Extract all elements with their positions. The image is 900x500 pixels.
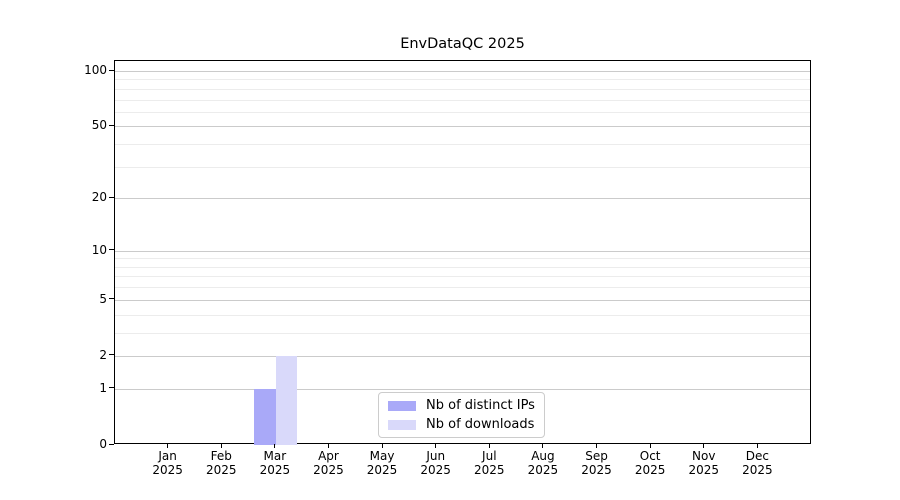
y-gridline-major [115, 299, 810, 301]
y-gridline-minor [115, 166, 810, 168]
x-tick-label: Feb 2025 [205, 449, 237, 477]
x-tick-label: Jan 2025 [152, 449, 183, 477]
x-tick-label: May 2025 [366, 449, 398, 477]
plot-area [114, 60, 811, 445]
y-tick-label: 50 [91, 118, 107, 133]
legend-swatch-distinct-ips [388, 400, 416, 411]
legend-entry-downloads: Nb of downloads [388, 416, 535, 433]
y-gridline-major [115, 71, 810, 72]
x-axis-tick [381, 444, 383, 448]
x-tick-label: Oct 2025 [634, 449, 666, 477]
x-axis-tick [596, 444, 598, 448]
x-axis-tick [167, 444, 169, 448]
y-gridline-minor [115, 276, 810, 278]
x-axis-tick [327, 444, 329, 448]
y-gridline-minor [115, 266, 810, 268]
legend-label-downloads: Nb of downloads [426, 416, 535, 432]
x-axis-tick [488, 444, 490, 448]
y-tick-label: 10 [91, 242, 107, 257]
x-axis-tick [435, 444, 437, 448]
x-axis-tick [274, 444, 276, 448]
y-gridline-major [115, 355, 810, 357]
legend-label-distinct-ips: Nb of distinct IPs [426, 397, 535, 413]
y-tick-label: 2 [99, 347, 107, 362]
legend: Nb of distinct IPs Nb of downloads [378, 392, 545, 438]
y-gridline-minor [115, 314, 810, 316]
y-tick-label: 20 [91, 190, 107, 205]
legend-entry-distinct-ips: Nb of distinct IPs [388, 397, 535, 414]
x-tick-label: Mar 2025 [259, 449, 291, 477]
y-gridline-major [115, 388, 810, 390]
y-tick-label: 100 [84, 63, 107, 77]
x-tick-label: Dec 2025 [742, 449, 773, 477]
y-axis-tick [109, 69, 114, 71]
x-tick-label: Nov 2025 [688, 449, 720, 477]
x-axis-tick [220, 444, 222, 448]
y-gridline-minor [115, 99, 810, 101]
y-gridline-major [115, 198, 810, 200]
y-gridline-minor [115, 287, 810, 289]
y-gridline-minor [115, 144, 810, 146]
y-gridline-major [115, 250, 810, 252]
y-axis-tick [109, 196, 114, 198]
y-gridline-minor [115, 79, 810, 81]
legend-swatch-downloads [388, 419, 416, 430]
y-gridline-minor [115, 332, 810, 334]
x-axis-tick [649, 444, 651, 448]
x-tick-label: Jun 2025 [420, 449, 451, 477]
chart-title: EnvDataQC 2025 [400, 36, 525, 52]
y-axis-tick [109, 249, 114, 251]
y-gridline-major [115, 126, 810, 128]
x-tick-label: Aug 2025 [527, 449, 559, 477]
x-tick-label: Sep 2025 [581, 449, 612, 477]
x-axis-tick [756, 444, 758, 448]
y-axis-tick [109, 298, 114, 300]
y-axis-tick [109, 387, 114, 389]
x-axis-tick [703, 444, 705, 448]
y-axis-tick [109, 124, 114, 126]
y-gridline-minor [115, 258, 810, 260]
bar-nb-of-distinct-ips-mar-2025 [254, 388, 276, 445]
y-tick-label: 1 [99, 380, 107, 395]
y-axis-tick [109, 443, 114, 445]
y-gridline-minor [115, 88, 810, 90]
x-axis-tick [542, 444, 544, 448]
y-tick-label: 0 [99, 437, 107, 451]
y-axis-tick [109, 354, 114, 356]
x-tick-label: Apr 2025 [313, 449, 344, 477]
y-gridline-minor [115, 111, 810, 113]
bar-nb-of-downloads-mar-2025 [275, 355, 298, 445]
x-tick-label: Jul 2025 [474, 449, 505, 477]
y-tick-label: 5 [99, 291, 107, 306]
